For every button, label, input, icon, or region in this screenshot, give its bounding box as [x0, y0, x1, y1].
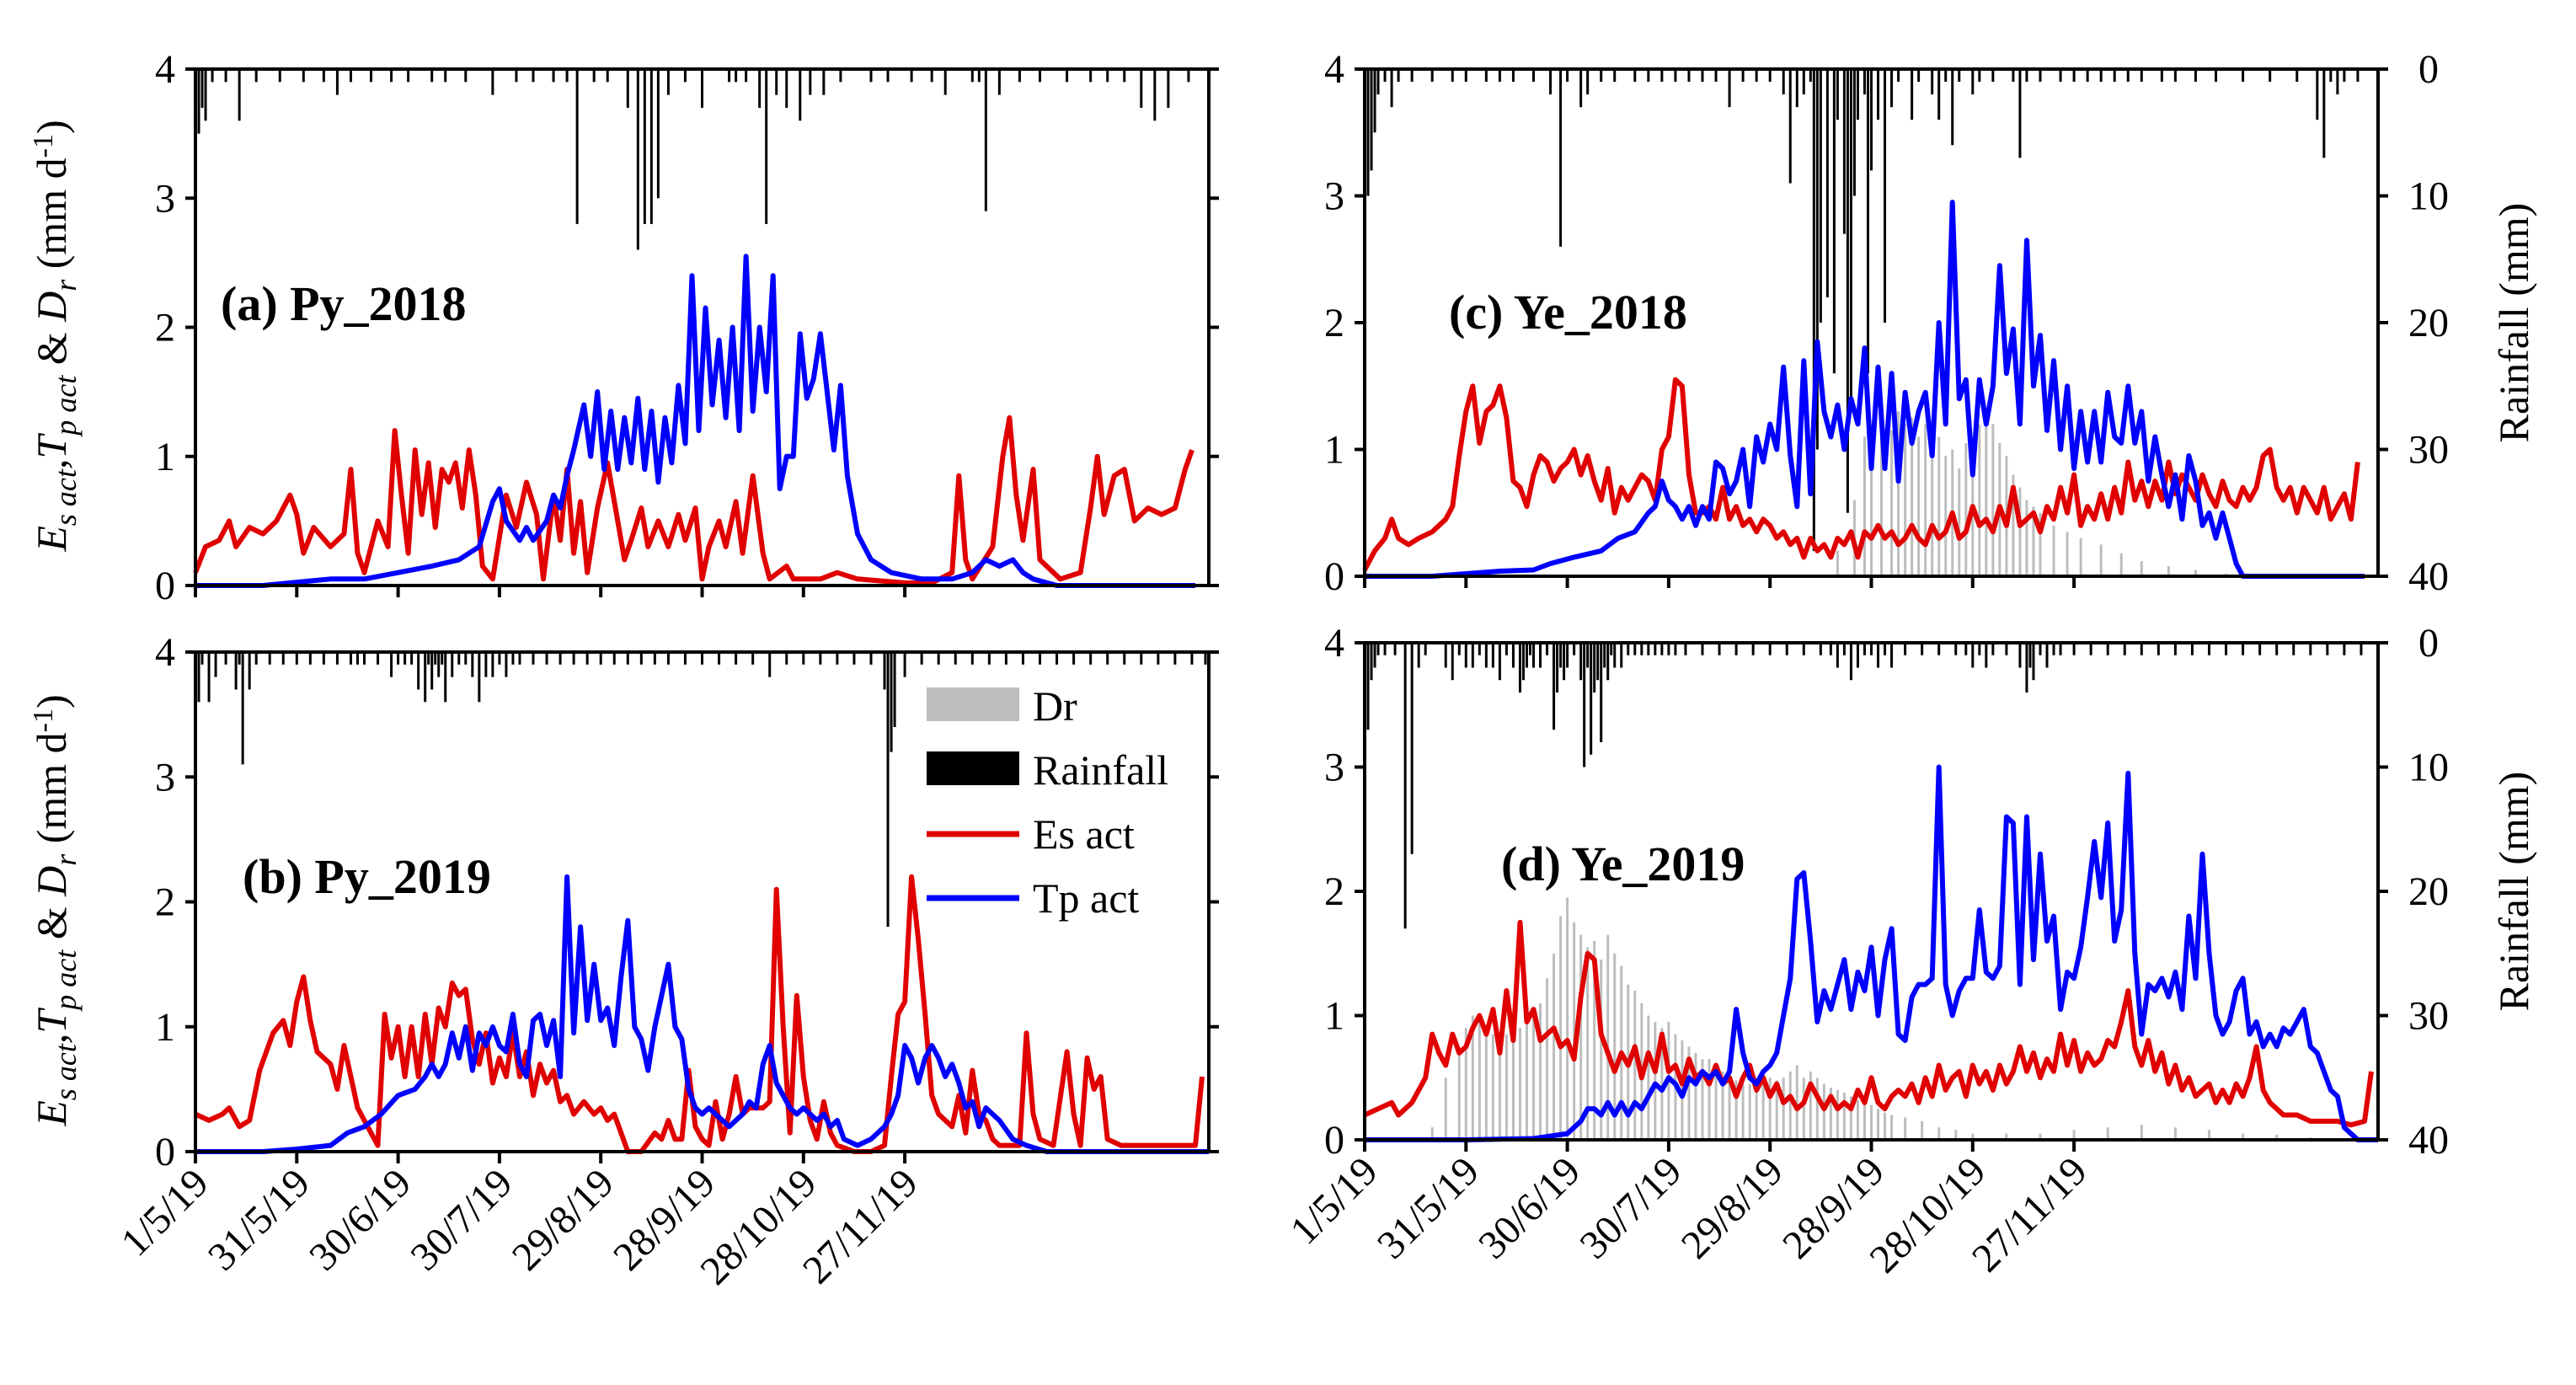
panel-b: 012341/5/1931/5/1930/6/1930/7/1929/8/192… [28, 630, 1219, 1293]
y-tick-label: 0 [155, 564, 175, 608]
rainfall-bars-d [1363, 643, 2380, 929]
y-axis-title-a: Es act,Tp act & Dr (mm d-1) [28, 120, 83, 552]
dr-bars-d [1430, 897, 2312, 1140]
tp-act-line-a [195, 254, 1195, 588]
y-tick-label: 4 [155, 630, 175, 675]
y-tick-label: 1 [155, 1005, 175, 1050]
legend-label-rain: Rainfall [1033, 746, 1168, 794]
legend-label-es: Es act [1033, 810, 1135, 858]
y-tick-label: 0 [155, 1130, 175, 1174]
rainfall-tick-label: 30 [2408, 994, 2449, 1039]
rainfall-axis-title-c: Rainfall (mm) [2490, 203, 2537, 443]
tp-act-line-b [195, 874, 1209, 1154]
x-tick-label: 29/8/19 [1673, 1148, 1792, 1267]
y-tick-label: 4 [1324, 621, 1344, 666]
rainfall-tick-label: 10 [2408, 746, 2449, 790]
legend-swatch-rain [927, 751, 1019, 785]
y-tick-label: 2 [155, 880, 175, 925]
x-tick-label: 27/11/19 [794, 1160, 927, 1292]
x-tick-label: 30/6/19 [301, 1160, 420, 1279]
y-tick-label: 3 [1324, 174, 1344, 219]
y-tick-label: 2 [1324, 301, 1344, 345]
rainfall-tick-label: 40 [2408, 554, 2449, 599]
y-tick-label: 1 [1324, 994, 1344, 1039]
rainfall-tick-label: 20 [2408, 869, 2449, 914]
y-tick-label: 2 [155, 306, 175, 350]
x-tick-label: 30/7/19 [1571, 1148, 1690, 1267]
tp-act-line-d [1365, 764, 2378, 1142]
panel-a: 0 1 2 3 4 (a) Py_2018 Es act,Tp act & Dr (mm d… [28, 47, 1219, 608]
y-tick-label: 4 [155, 47, 175, 92]
legend: Dr Rainfall Es act Tp act [927, 682, 1168, 922]
legend-label-dr: Dr [1033, 682, 1077, 730]
rainfall-bars-a [197, 69, 1190, 250]
x-tick-label: 30/7/19 [402, 1160, 521, 1279]
y-tick-label: 3 [155, 176, 175, 221]
panel-label-b: (b) Py_2019 [243, 849, 491, 904]
x-tick-label: 31/5/19 [200, 1160, 318, 1279]
panel-label-c: (c) Ye_2018 [1449, 285, 1687, 340]
dr-bars-c [1836, 411, 2228, 576]
panel-label-d: (d) Ye_2019 [1501, 837, 1745, 891]
y-tick-label: 0 [1324, 1118, 1344, 1163]
x-tick-label: 27/11/19 [1964, 1148, 2096, 1281]
y-tick-label: 3 [1324, 746, 1344, 790]
es-act-line-a [193, 414, 1194, 586]
rainfall-tick-label: 0 [2418, 621, 2439, 666]
y-tick-label: 3 [155, 755, 175, 799]
y-tick-label: 1 [1324, 428, 1344, 473]
y-axis-title-b: Es act,Tp act & Dr (mm d-1) [28, 694, 83, 1126]
rainfall-tick-label: 40 [2408, 1118, 2449, 1163]
tp-act-line-c [1365, 200, 2365, 579]
y-tick-label: 0 [1324, 554, 1344, 599]
rainfall-tick-label: 10 [2408, 174, 2449, 219]
x-tick-label: 31/5/19 [1369, 1148, 1488, 1267]
rainfall-tick-label: 20 [2408, 301, 2449, 345]
legend-label-tp: Tp act [1033, 874, 1139, 922]
x-tick-label: 29/8/19 [504, 1160, 623, 1279]
rainfall-axis-title-d: Rainfall (mm) [2490, 772, 2537, 1012]
rainfall-tick-label: 30 [2408, 428, 2449, 473]
y-tick-label: 1 [155, 435, 175, 479]
x-tick-label: 30/6/19 [1470, 1148, 1589, 1267]
y-tick-label: 2 [1324, 869, 1344, 914]
y-tick-label: 4 [1324, 47, 1344, 92]
panel-label-a: (a) Py_2018 [221, 276, 467, 331]
rainfall-tick-label: 0 [2418, 47, 2439, 92]
legend-swatch-dr [927, 687, 1019, 721]
es-act-line-d [1363, 919, 2374, 1128]
